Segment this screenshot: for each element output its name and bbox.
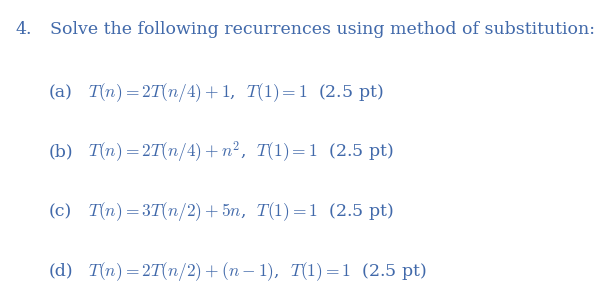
Text: 4.: 4.: [15, 21, 31, 38]
Text: (b): (b): [48, 143, 73, 161]
Text: $T(n) = 2T(n/4) + n^2$,  $T(1) = 1$  (2.5 pt): $T(n) = 2T(n/4) + n^2$, $T(1) = 1$ (2.5 …: [88, 139, 393, 164]
Text: (d): (d): [48, 263, 73, 280]
Text: (c): (c): [48, 203, 71, 220]
Text: $T(n) = 2T(n/2) + (n - 1)$,  $T(1) = 1$  (2.5 pt): $T(n) = 2T(n/2) + (n - 1)$, $T(1) = 1$ (…: [88, 260, 427, 283]
Text: $T(n) = 3T(n/2) + 5n$,  $T(1) = 1$  (2.5 pt): $T(n) = 3T(n/2) + 5n$, $T(1) = 1$ (2.5 p…: [88, 200, 394, 223]
Text: $T(n) = 2T(n/4) + 1$,  $T(1) = 1$  (2.5 pt): $T(n) = 2T(n/4) + 1$, $T(1) = 1$ (2.5 pt…: [88, 81, 384, 104]
Text: Solve the following recurrences using method of substitution:: Solve the following recurrences using me…: [39, 21, 595, 38]
Text: (a): (a): [48, 84, 72, 101]
